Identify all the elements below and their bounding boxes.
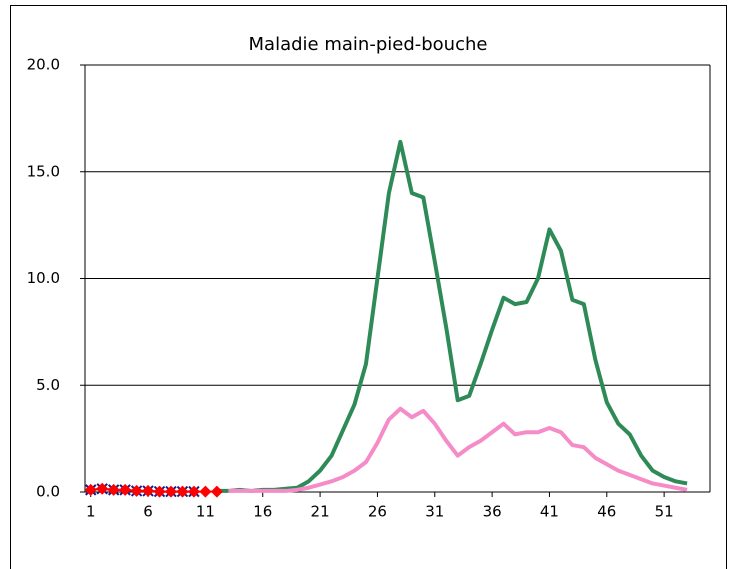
series-line xyxy=(216,139,688,493)
y-tick-label: 10.0 xyxy=(27,269,60,287)
x-tick-label: 16 xyxy=(253,503,272,521)
y-tick-label: 15.0 xyxy=(27,162,60,180)
marker xyxy=(176,485,189,498)
x-tick-label: 31 xyxy=(425,503,444,521)
marker xyxy=(142,484,155,497)
chart-title: Maladie main-pied-bouche xyxy=(249,34,488,55)
marker xyxy=(119,483,132,496)
x-tick-label: 41 xyxy=(540,503,559,521)
marker xyxy=(96,482,109,495)
y-tick-label: 20.0 xyxy=(27,56,60,74)
x-tick-label: 1 xyxy=(86,503,96,521)
x-tick-label: 6 xyxy=(143,503,153,521)
chart-frame xyxy=(10,5,727,569)
x-tick-label: 21 xyxy=(311,503,330,521)
y-tick-label: 0.0 xyxy=(36,483,60,501)
marker xyxy=(165,485,178,498)
marker xyxy=(210,485,223,498)
x-tick-label: 51 xyxy=(655,503,674,521)
marker xyxy=(84,483,97,496)
marker xyxy=(130,484,143,497)
x-tick-label: 36 xyxy=(483,503,502,521)
marker xyxy=(153,485,166,498)
x-tick-label: 26 xyxy=(368,503,387,521)
marker xyxy=(199,485,212,498)
marker xyxy=(187,485,200,498)
marker xyxy=(107,483,120,496)
x-tick-label: 11 xyxy=(196,503,215,521)
y-tick-label: 5.0 xyxy=(36,376,60,394)
series-line xyxy=(228,406,688,493)
x-tick-label: 46 xyxy=(597,503,616,521)
